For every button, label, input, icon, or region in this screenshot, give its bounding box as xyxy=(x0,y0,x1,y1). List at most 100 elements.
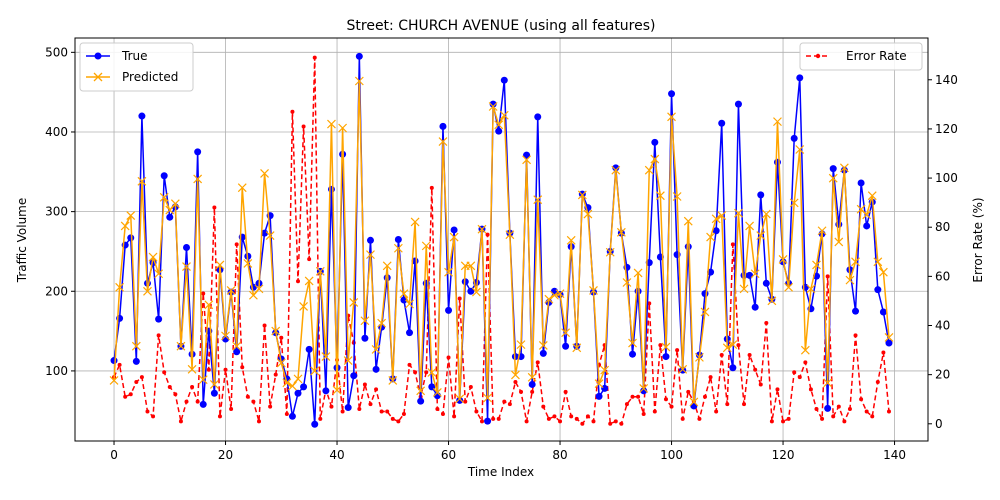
series-error-rate-point xyxy=(836,404,841,409)
series-predicted-point xyxy=(516,340,526,350)
series-true-point xyxy=(712,227,720,235)
series-predicted-point xyxy=(265,231,275,240)
series-predicted-point xyxy=(410,217,420,227)
series-true-point xyxy=(350,372,358,380)
series-error-rate-point xyxy=(139,375,144,380)
series-predicted-point xyxy=(204,300,214,310)
series-error-rate-point xyxy=(485,232,490,237)
series-predicted-point xyxy=(137,176,147,186)
series-predicted-point xyxy=(366,250,375,260)
series-error-rate-point xyxy=(479,419,484,424)
series-error-rate-point xyxy=(117,362,122,367)
series-error-rate-point xyxy=(675,348,680,353)
left-y-tick-label: 200 xyxy=(45,284,68,298)
series-predicted-point xyxy=(449,232,459,242)
series-error-rate-point xyxy=(563,389,568,394)
series-predicted xyxy=(109,76,894,407)
right-y-tick-label: 140 xyxy=(935,73,958,87)
series-error-rate-point xyxy=(881,350,886,355)
series-true-point xyxy=(322,387,330,395)
series-error-rate-point xyxy=(273,372,278,377)
series-error-rate-point xyxy=(245,394,250,399)
series-true-point xyxy=(361,334,369,342)
series-predicted-point xyxy=(828,173,838,183)
series-error-rate-point xyxy=(781,419,786,424)
series-error-rate-point xyxy=(390,416,395,421)
series-predicted-point xyxy=(633,268,643,278)
series-predicted-point xyxy=(622,278,632,287)
series-predicted-point xyxy=(455,394,465,404)
series-predicted-point xyxy=(360,316,370,326)
series-predicted-point xyxy=(416,386,426,396)
series-error-rate-point xyxy=(875,380,880,385)
series-predicted-point xyxy=(327,119,336,129)
series-error-rate-point xyxy=(385,409,390,414)
series-error-rate-point xyxy=(831,414,836,419)
series-true-point xyxy=(210,389,218,397)
series-predicted-point xyxy=(761,209,771,219)
grid-lines xyxy=(75,38,928,441)
series-error-rate-point xyxy=(613,419,618,424)
series-true-point xyxy=(751,303,759,311)
series-error-rate-point xyxy=(842,419,847,424)
series-predicted-point xyxy=(288,381,297,391)
series-true-point xyxy=(439,122,447,130)
series-error-rate-point xyxy=(362,382,367,387)
series-predicted-point xyxy=(795,145,805,154)
series-error-rate-point xyxy=(630,394,635,399)
series-error-rate-point xyxy=(279,335,284,340)
series-predicted-point xyxy=(839,163,849,173)
series-predicted-point xyxy=(527,372,537,382)
series-true-point xyxy=(138,112,146,120)
series-error-rate-point xyxy=(123,394,128,399)
series-predicted-point xyxy=(143,286,152,296)
series-predicted-point xyxy=(745,221,755,231)
series-predicted-point xyxy=(800,345,810,355)
series-predicted-point xyxy=(159,192,169,202)
series-predicted-point xyxy=(109,376,119,385)
series-predicted-point xyxy=(873,257,883,267)
series-error-rate-point xyxy=(585,414,590,419)
series-error-rate-point xyxy=(167,384,172,389)
series-true-point xyxy=(746,271,754,279)
series-error-rate-point xyxy=(853,333,858,338)
series-predicted-point xyxy=(555,289,565,299)
series-predicted-point xyxy=(583,209,593,219)
series-error-rate-point xyxy=(624,402,629,407)
series-predicted-point xyxy=(667,112,676,122)
series-error-rate-point xyxy=(413,370,418,375)
series-error-rate-point xyxy=(240,365,245,370)
series-predicted-point xyxy=(616,227,626,237)
series-predicted-point xyxy=(209,380,219,389)
series-error-rate xyxy=(112,55,891,426)
series-error-rate-point xyxy=(719,352,724,357)
series-predicted-point xyxy=(655,191,665,201)
series-error-rate-point xyxy=(574,416,579,421)
x-axis-ticks: 0 20 40 60 80 100 120 140 xyxy=(110,441,906,462)
series-true-point xyxy=(796,74,804,82)
series-predicted-point xyxy=(789,198,799,208)
series-error-rate-point xyxy=(714,409,719,414)
series-true-point xyxy=(417,397,425,405)
series-predicted-point xyxy=(405,299,414,309)
series-predicted-point xyxy=(851,257,860,267)
series-error-rate-point xyxy=(151,414,156,419)
series-predicted-point xyxy=(321,352,331,362)
series-true-point xyxy=(305,345,313,353)
left-y-axis-title: Traffic Volume xyxy=(15,198,29,284)
series-error-rate-point xyxy=(680,416,685,421)
series-error-rate-point xyxy=(507,402,512,407)
left-y-tick-label: 300 xyxy=(45,205,68,219)
left-y-axis-ticks: 100 200 300 400 500 xyxy=(45,45,75,378)
series-predicted-point xyxy=(488,102,498,111)
series-predicted-point xyxy=(349,297,359,307)
series-predicted-point xyxy=(432,387,442,397)
series-true-point xyxy=(534,113,542,121)
series-predicted-point xyxy=(343,356,353,365)
right-y-axis-title: Error Rate (%) xyxy=(971,197,985,282)
series-predicted-point xyxy=(215,260,225,270)
series-true-point xyxy=(406,329,414,337)
legend-error-label: Error Rate xyxy=(846,49,907,63)
series-predicted-point xyxy=(377,318,387,328)
series-predicted-point xyxy=(271,326,281,336)
